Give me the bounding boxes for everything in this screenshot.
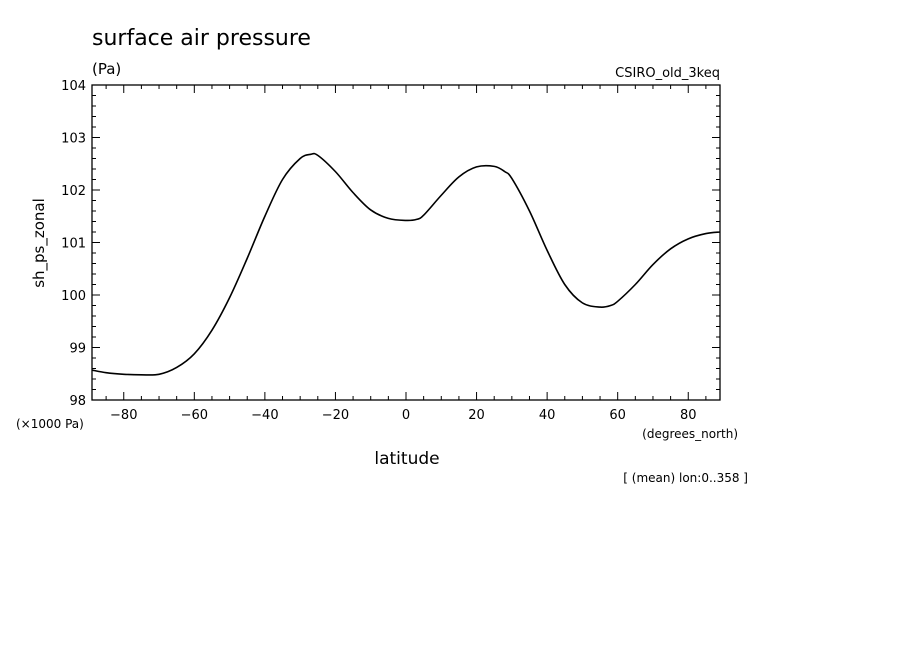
source-label: CSIRO_old_3keq — [615, 66, 720, 81]
footnote: [ (mean) lon:0..358 ] — [623, 471, 748, 485]
x-tick-label: 0 — [402, 408, 410, 423]
y-axis-label: sh_ps_zonal — [30, 198, 49, 288]
chart-units: (Pa) — [92, 60, 121, 78]
y-tick-label: 98 — [69, 394, 86, 409]
x-axis-label: latitude — [374, 449, 439, 469]
y-tick-label: 102 — [61, 184, 86, 199]
y-scale-note: (×1000 Pa) — [16, 417, 84, 431]
x-tick-label: 20 — [468, 408, 485, 423]
x-tick-label: 80 — [680, 408, 697, 423]
plot-frame — [91, 84, 721, 401]
axis-ticks — [92, 84, 720, 401]
x-units: (degrees_north) — [642, 427, 738, 441]
y-tick-label: 103 — [61, 132, 86, 147]
x-tick-label: −20 — [322, 408, 349, 423]
y-tick-label: 104 — [61, 79, 86, 94]
y-tick-label: 99 — [69, 342, 86, 357]
chart-title: surface air pressure — [92, 26, 311, 51]
x-tick-label: −80 — [110, 408, 137, 423]
series-line — [91, 152, 721, 376]
y-tick-label: 100 — [61, 289, 86, 304]
y-tick-label: 101 — [61, 237, 86, 252]
tick-labels: −80 −60 −40 −20 0 20 40 60 80 98 99 100 101 102 103 104 — [61, 79, 696, 423]
x-tick-label: −60 — [181, 408, 208, 423]
x-tick-label: 60 — [609, 408, 626, 423]
x-tick-label: −40 — [251, 408, 278, 423]
x-tick-label: 40 — [539, 408, 556, 423]
